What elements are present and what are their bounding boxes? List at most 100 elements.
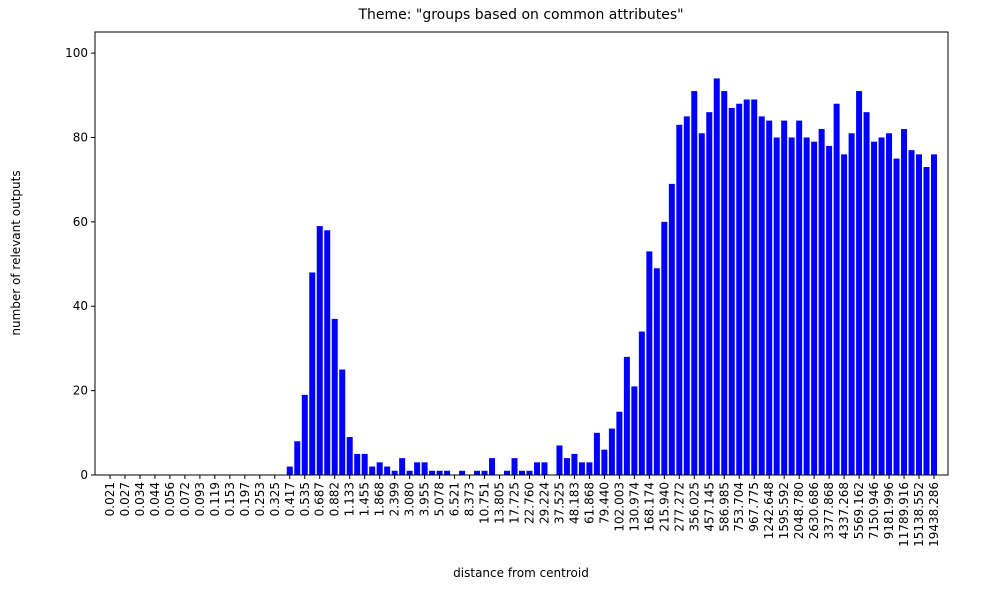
bar xyxy=(721,91,728,476)
x-tick-label: 2.399 xyxy=(388,482,402,516)
x-tick-label: 0.072 xyxy=(178,482,192,516)
bar xyxy=(736,103,743,475)
y-tick-label: 80 xyxy=(73,130,88,144)
x-tick-label: 17.725 xyxy=(508,482,522,524)
y-tick-label: 20 xyxy=(73,384,88,398)
x-tick-label: 5.078 xyxy=(433,482,447,516)
bar xyxy=(878,137,885,475)
bar xyxy=(788,137,795,475)
bar xyxy=(796,120,803,475)
x-tick-label: 1.133 xyxy=(343,482,357,516)
x-tick-label: 0.535 xyxy=(298,482,312,516)
bar xyxy=(638,331,645,475)
x-tick-label: 37.525 xyxy=(552,482,566,524)
bar xyxy=(444,470,451,475)
x-tick-label: 7150.946 xyxy=(867,482,881,539)
x-tick-label: 753.704 xyxy=(732,482,746,532)
bar xyxy=(691,91,698,476)
bar xyxy=(519,470,525,475)
x-tick-label: 8.373 xyxy=(463,482,477,516)
bar xyxy=(616,411,623,475)
x-tick-label: 1595.592 xyxy=(777,482,791,539)
y-axis-label: number of relevant outputs xyxy=(9,170,23,335)
x-tick-label: 61.868 xyxy=(582,482,596,524)
bar xyxy=(504,470,511,475)
x-tick-label: 5569.162 xyxy=(852,482,866,539)
bar xyxy=(346,437,353,475)
x-tick-label: 19438.286 xyxy=(927,482,941,547)
bar xyxy=(459,470,466,475)
bar xyxy=(901,129,908,476)
bar xyxy=(676,124,683,476)
bar xyxy=(871,141,878,475)
bar xyxy=(511,458,518,475)
bar xyxy=(833,103,840,475)
x-tick-label: 4337.268 xyxy=(837,482,851,539)
bar xyxy=(706,112,713,476)
bar xyxy=(841,154,848,475)
bar xyxy=(781,120,788,475)
bar xyxy=(324,230,331,475)
y-tick-label: 0 xyxy=(80,468,88,482)
bar xyxy=(414,462,421,475)
x-tick-label: 0.153 xyxy=(223,482,237,516)
bar xyxy=(436,470,443,475)
bar xyxy=(421,462,428,475)
bar xyxy=(623,356,630,475)
x-tick-label: 356.025 xyxy=(687,482,701,532)
x-tick-label: 0.325 xyxy=(268,482,282,516)
bar xyxy=(489,458,496,475)
bar xyxy=(631,386,638,475)
x-tick-label: 10.751 xyxy=(478,482,492,524)
bar xyxy=(474,470,481,475)
bar xyxy=(294,441,301,475)
bar xyxy=(399,458,406,475)
bar xyxy=(286,466,293,475)
bar xyxy=(369,466,376,475)
bar xyxy=(316,226,323,475)
bar xyxy=(818,129,825,476)
bar xyxy=(743,99,750,475)
bar xyxy=(713,78,720,476)
x-tick-label: 0.119 xyxy=(208,482,222,516)
bar xyxy=(646,251,653,475)
x-tick-label: 11789.916 xyxy=(897,482,911,547)
x-axis-label: distance from centroid xyxy=(453,566,589,580)
x-tick-label: 22.760 xyxy=(522,482,536,524)
bar xyxy=(773,137,780,475)
x-tick-label: 168.174 xyxy=(642,482,656,532)
bar xyxy=(406,470,413,475)
bar xyxy=(608,428,615,475)
x-tick-label: 215.940 xyxy=(657,482,671,532)
bar xyxy=(429,470,436,475)
y-tick-label: 60 xyxy=(73,215,88,229)
x-tick-label: 2630.686 xyxy=(807,482,821,539)
bar xyxy=(758,116,765,475)
bar xyxy=(661,221,668,475)
x-tick-label: 1.455 xyxy=(358,482,372,516)
x-tick-label: 79.440 xyxy=(597,482,611,524)
bar xyxy=(563,458,570,475)
x-tick-label: 0.417 xyxy=(283,482,297,516)
x-tick-label: 3377.868 xyxy=(822,482,836,539)
x-tick-label: 9181.996 xyxy=(882,482,896,539)
x-tick-label: 0.093 xyxy=(193,482,207,516)
bar xyxy=(354,453,361,475)
plot-frame xyxy=(94,31,949,476)
bar xyxy=(908,150,915,475)
bar xyxy=(556,445,563,475)
bar xyxy=(391,470,398,475)
bar xyxy=(668,183,675,475)
x-tick-label: 0.882 xyxy=(328,482,342,516)
x-tick-label: 29.224 xyxy=(537,482,551,524)
bar xyxy=(856,91,863,476)
bar xyxy=(309,272,316,475)
bar xyxy=(766,120,773,475)
x-tick-label: 0.197 xyxy=(238,482,252,516)
bar xyxy=(526,470,533,475)
bar xyxy=(339,369,346,475)
bar xyxy=(728,107,735,475)
bar xyxy=(384,466,391,475)
x-tick-label: 0.027 xyxy=(118,482,132,516)
